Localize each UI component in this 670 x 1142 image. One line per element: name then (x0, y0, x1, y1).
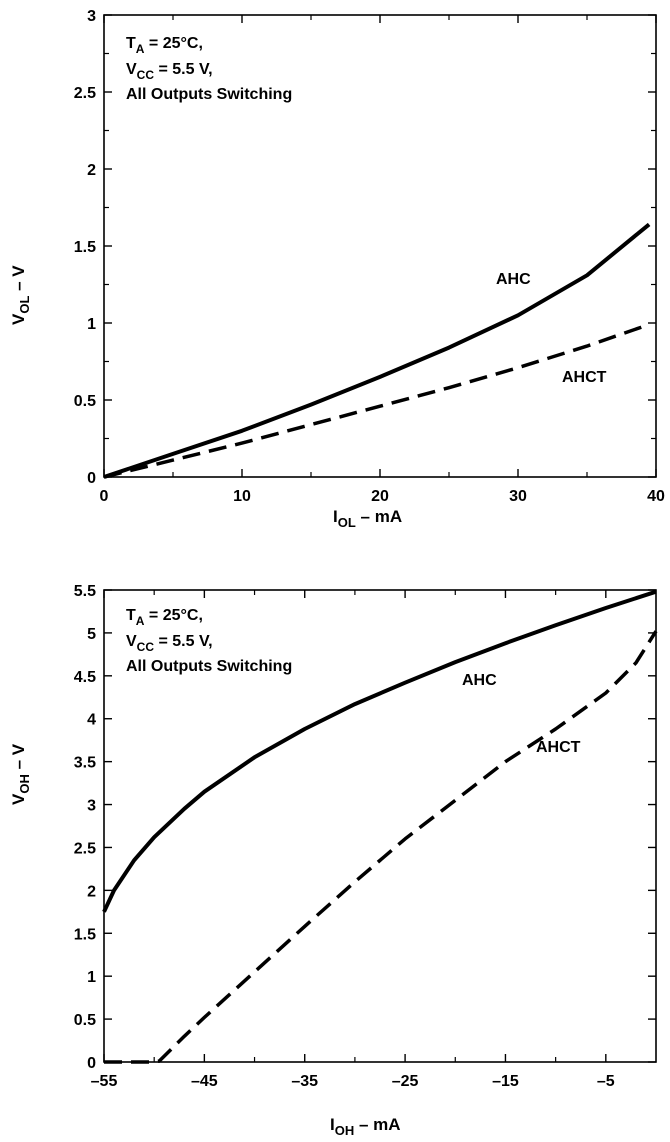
series-line-ahct (104, 630, 658, 1064)
y-tick-label: 3 (87, 8, 96, 25)
condition-outputs: All Outputs Switching (126, 658, 292, 675)
x-tick-label: 10 (233, 488, 251, 505)
x-tick-label: –55 (91, 1073, 118, 1090)
plot-frame (103, 589, 657, 1063)
x-axis-label: IOL – mA (333, 507, 402, 530)
y-tick-label: 5 (87, 626, 96, 643)
series-label-ahct: AHCT (536, 739, 581, 756)
x-tick-label: –35 (291, 1073, 318, 1090)
chart-voh-vs-ioh: –55 –45 –35 –25 –15 –5 0 0.5 1 1.5 2 2.5 3 3.5 4 4.5 5 5… (9, 583, 658, 1138)
series-line-ahc (103, 222, 651, 479)
condition-outputs: All Outputs Switching (126, 86, 292, 103)
y-tick-label: 2.5 (74, 840, 96, 857)
y-axis-label: VOH – V (9, 743, 32, 805)
y-tick-label: 4 (87, 712, 96, 729)
x-tick-label: 20 (371, 488, 389, 505)
x-tick-label: 0 (100, 488, 109, 505)
x-tick-label: 40 (647, 488, 665, 505)
y-ticks: 0 0.5 1 1.5 2 2.5 3 3.5 4 4.5 5 5.5 (74, 583, 656, 1072)
series-line-ahct (103, 322, 650, 479)
y-tick-label: 0 (87, 1055, 96, 1072)
x-ticks: 0 10 20 30 40 (100, 15, 665, 505)
x-tick-label: –25 (392, 1073, 419, 1090)
y-tick-label: 4.5 (74, 669, 96, 686)
series-lines (102, 589, 658, 1064)
y-tick-label: 0.5 (74, 393, 96, 410)
x-tick-label: –15 (492, 1073, 519, 1090)
x-tick-label: –5 (597, 1073, 615, 1090)
series-lines (103, 222, 651, 479)
series-label-ahc: AHC (462, 672, 497, 689)
x-ticks: –55 –45 –35 –25 –15 –5 (91, 590, 615, 1090)
y-tick-label: 5.5 (74, 583, 96, 600)
chart-vol-vs-iol: 0 10 20 30 40 0 0.5 1 1.5 2 2.5 3 TA = 25°C, VCC =… (9, 8, 665, 530)
y-tick-label: 1.5 (74, 926, 96, 943)
series-line-ahc (102, 589, 657, 913)
condition-vcc: VCC = 5.5 V, (126, 61, 213, 82)
y-axis-label: VOL – V (9, 265, 32, 325)
y-tick-label: 2.5 (74, 85, 96, 102)
y-tick-label: 1 (87, 316, 96, 333)
series-label-ahct: AHCT (562, 369, 607, 386)
x-axis-label: IOH – mA (330, 1115, 401, 1138)
y-ticks: 0 0.5 1 1.5 2 2.5 3 (74, 8, 656, 487)
series-label-ahc: AHC (496, 271, 531, 288)
y-tick-label: 3.5 (74, 755, 96, 772)
y-tick-label: 2 (87, 883, 96, 900)
x-tick-label: 30 (509, 488, 527, 505)
y-tick-label: 1.5 (74, 239, 96, 256)
y-tick-label: 1 (87, 969, 96, 986)
condition-temperature: TA = 25°C, (126, 607, 203, 628)
y-tick-label: 0 (87, 470, 96, 487)
y-tick-label: 3 (87, 798, 96, 815)
y-tick-label: 0.5 (74, 1012, 96, 1029)
condition-temperature: TA = 25°C, (126, 35, 203, 56)
condition-vcc: VCC = 5.5 V, (126, 633, 213, 654)
y-tick-label: 2 (87, 162, 96, 179)
x-tick-label: –45 (191, 1073, 218, 1090)
